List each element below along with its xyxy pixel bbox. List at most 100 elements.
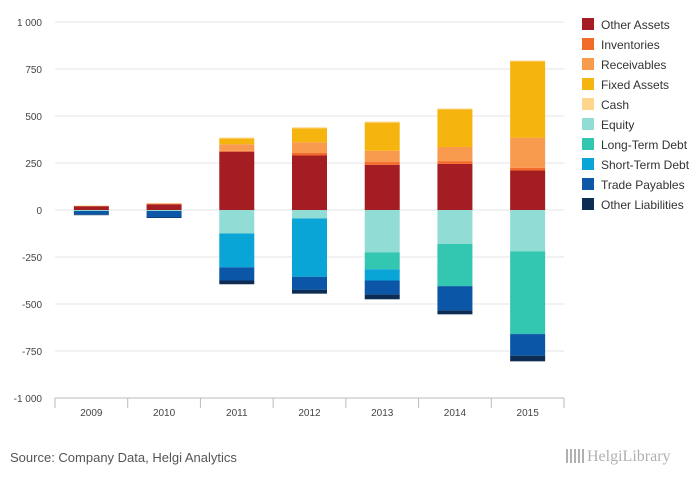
legend-label: Receivables xyxy=(601,58,666,72)
legend-swatch xyxy=(582,38,594,50)
legend-label: Trade Payables xyxy=(601,178,685,192)
y-tick-label: 500 xyxy=(25,112,42,123)
bar-segment xyxy=(73,210,109,215)
y-tick-label: 750 xyxy=(25,65,42,76)
bar-segment xyxy=(510,334,546,356)
bar-segment xyxy=(219,138,255,145)
bar-segment xyxy=(510,167,546,171)
bar-segment xyxy=(437,109,473,148)
bars xyxy=(73,60,546,362)
bar-segment xyxy=(292,210,327,219)
bar-segment xyxy=(146,203,182,204)
bar-segment xyxy=(437,310,473,315)
bar-segment xyxy=(73,205,109,206)
legend-swatch xyxy=(582,118,594,130)
legend-label: Short-Term Debt xyxy=(601,158,690,172)
helgi-library-logo[interactable]: HelgiLibrary xyxy=(566,448,671,466)
bar-segment xyxy=(364,162,400,165)
bar-segment xyxy=(510,60,546,62)
x-tick-label: 2009 xyxy=(80,408,103,419)
bar-segment xyxy=(510,355,546,362)
bar-segment xyxy=(510,210,546,252)
legend-label: Inventories xyxy=(601,38,660,52)
bar-segment xyxy=(219,280,255,285)
x-tick-label: 2014 xyxy=(444,408,467,419)
legend-swatch xyxy=(582,18,594,30)
bar-segment xyxy=(219,144,255,151)
bar-segment xyxy=(292,142,327,153)
bar-segment xyxy=(437,163,473,210)
bar-segment xyxy=(510,61,546,138)
legend-swatch xyxy=(582,98,594,110)
x-axis: 2009 2010 2011 2012 2013 2014 2015 xyxy=(54,397,565,419)
bar-segment xyxy=(437,243,473,287)
bar-segment xyxy=(219,150,255,152)
y-tick-label: 0 xyxy=(36,206,42,217)
legend-label: Other Assets xyxy=(601,18,670,32)
bar-segment xyxy=(219,267,255,281)
bar-segment xyxy=(510,137,546,168)
bar-segment xyxy=(292,155,327,210)
bar-segment xyxy=(219,210,255,234)
bar-segment xyxy=(146,204,182,210)
x-tick-label: 2010 xyxy=(153,408,176,419)
bar-segment xyxy=(219,137,255,139)
bar-segment xyxy=(364,280,400,295)
bar-segment xyxy=(364,210,400,253)
bar-segment xyxy=(73,206,109,210)
bar-segment xyxy=(146,217,182,219)
bar-segment xyxy=(437,161,473,164)
bar-segment xyxy=(292,276,327,290)
bar-segment xyxy=(364,150,400,163)
bar-segment xyxy=(73,210,109,211)
bar-segment xyxy=(510,251,546,335)
bar-segment xyxy=(364,121,400,123)
y-tick-label: -500 xyxy=(22,300,42,311)
legend-label: Other Liabilities xyxy=(601,198,684,212)
logo-text: HelgiLibrary xyxy=(587,448,671,465)
legend-swatch xyxy=(582,158,594,170)
legend-swatch xyxy=(582,178,594,190)
y-tick-label: -250 xyxy=(22,253,42,264)
source-note: Source: Company Data, Helgi Analytics xyxy=(10,450,237,465)
bar-segment xyxy=(364,122,400,151)
legend-swatch xyxy=(582,198,594,210)
bar-segment xyxy=(437,210,473,244)
bar-segment xyxy=(364,252,400,270)
x-tick-label: 2013 xyxy=(371,408,394,419)
bar-segment xyxy=(437,286,473,311)
bar-segment xyxy=(364,164,400,210)
bar-segment xyxy=(146,203,182,205)
x-tick-label: 2011 xyxy=(226,408,248,419)
bar-segment xyxy=(364,269,400,281)
y-tick-label: -1 000 xyxy=(14,394,43,405)
bar-segment xyxy=(292,289,327,294)
legend-label: Equity xyxy=(601,118,634,132)
y-tick-label: 250 xyxy=(25,159,42,170)
bar-segment xyxy=(437,147,473,162)
legend-label: Long-Term Debt xyxy=(601,138,688,152)
bar-segment xyxy=(219,233,255,268)
y-tick-label: -750 xyxy=(22,347,42,358)
bar-segment xyxy=(292,127,327,129)
logo-bars-icon xyxy=(566,449,584,463)
bar-segment xyxy=(437,108,473,110)
y-tick-label: 1 000 xyxy=(17,18,42,29)
bar-segment xyxy=(73,214,109,216)
legend-label: Fixed Assets xyxy=(601,78,669,92)
bar-segment xyxy=(146,210,182,211)
legend-label: Cash xyxy=(601,98,629,112)
bar-segment xyxy=(292,128,327,143)
y-axis: -1 000 -750 -500 -250 0 250 500 750 1 000 xyxy=(14,18,43,405)
legend: Other Assets Inventories Receivables Fixed … xyxy=(582,18,690,212)
legend-swatch xyxy=(582,138,594,150)
bar-segment xyxy=(364,294,400,300)
bar-segment xyxy=(219,151,255,210)
bar-segment xyxy=(292,218,327,277)
legend-swatch xyxy=(582,78,594,90)
x-tick-label: 2012 xyxy=(298,408,321,419)
x-tick-label: 2015 xyxy=(517,408,540,419)
bar-segment xyxy=(146,210,182,218)
legend-swatch xyxy=(582,58,594,70)
